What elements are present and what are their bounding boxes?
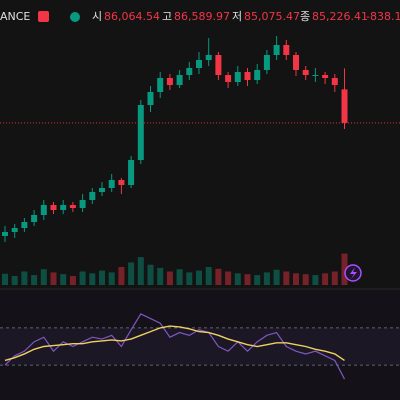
close-label: 종 (300, 10, 310, 23)
candle-body (215, 55, 222, 75)
candle-body (79, 200, 86, 208)
volume-bar (196, 270, 202, 285)
candle-body (21, 222, 28, 228)
volume-bar (69, 276, 76, 285)
high-label: 고 (162, 10, 172, 23)
candle-body (263, 55, 270, 70)
volume-bar (21, 271, 28, 285)
candle-body (244, 72, 251, 80)
volume-bar (254, 275, 261, 285)
rsi-ma-line (4, 325, 345, 362)
volume-bar (166, 271, 173, 285)
candle-body (234, 72, 241, 82)
candle-body (302, 70, 309, 75)
candle-body (60, 205, 67, 210)
flag-icon[interactable] (38, 11, 49, 22)
candle-body (166, 78, 173, 85)
status-dot (70, 12, 80, 22)
volume-bar (312, 275, 319, 285)
candle-body (225, 75, 232, 82)
candle-body (40, 205, 47, 215)
candle-body (147, 92, 154, 105)
candle-body (31, 215, 38, 222)
candle-body (118, 180, 125, 185)
volume-bar (234, 273, 241, 285)
candle-body (128, 160, 135, 185)
low-value: 85,075.47 (244, 10, 300, 23)
candle-body (312, 75, 319, 76)
volume-bar (322, 273, 329, 285)
candle-body (341, 89, 348, 123)
change-value: -838.12 (366, 10, 400, 23)
volume-bar (205, 267, 212, 285)
candle-body (137, 105, 144, 160)
candle-body (2, 232, 8, 236)
rsi-line (4, 313, 346, 380)
volume-bar (11, 276, 18, 285)
volume-bar (215, 268, 222, 285)
open-value: 86,064.54 (104, 10, 160, 23)
candle-body (11, 228, 18, 232)
volume-bar (60, 274, 67, 285)
volume-bar (108, 272, 115, 285)
candle-body (108, 180, 115, 188)
volume-bar (244, 274, 251, 285)
candle-body (293, 55, 299, 70)
candle-body (186, 68, 193, 75)
alert-icon (350, 267, 357, 279)
volume-bar (293, 273, 299, 285)
volume-bar (263, 272, 270, 285)
candle-body (322, 75, 329, 78)
open-label: 시 (92, 10, 102, 23)
candle-body (205, 55, 212, 60)
candle-body (283, 45, 290, 55)
high-value: 86,589.97 (174, 10, 230, 23)
candle-body (331, 78, 338, 85)
volume-bar (50, 272, 57, 285)
low-label: 저 (232, 10, 242, 23)
volume-bar (2, 273, 8, 285)
volume-bar (147, 264, 154, 285)
volume-bar (99, 270, 105, 285)
candle-body (99, 188, 105, 192)
volume-bar (302, 274, 309, 285)
volume-bar (40, 269, 47, 285)
volume-bar (273, 269, 280, 285)
candle-body (50, 205, 57, 210)
candle-body (89, 192, 96, 200)
volume-bar (283, 271, 290, 285)
candle-body (196, 60, 202, 68)
volume-bar (157, 267, 164, 285)
candle-body (254, 70, 261, 80)
volume-bar (186, 272, 193, 285)
volume-bar (128, 262, 135, 285)
candle-body (157, 78, 164, 92)
candle-body (69, 205, 76, 208)
volume-bar (79, 271, 86, 285)
symbol: ANCE (0, 10, 30, 23)
volume-bar (31, 275, 38, 285)
volume-bar (225, 271, 232, 285)
volume-bar (341, 253, 348, 285)
volume-bar (176, 269, 183, 285)
volume-bar (89, 273, 96, 285)
volume-bar (331, 271, 338, 285)
close-value: 85,226.41 (312, 10, 368, 23)
candle-body (273, 45, 280, 55)
candle-body (176, 75, 183, 85)
volume-bar (137, 257, 144, 285)
volume-bar (118, 267, 125, 285)
rsi-band (0, 327, 400, 366)
